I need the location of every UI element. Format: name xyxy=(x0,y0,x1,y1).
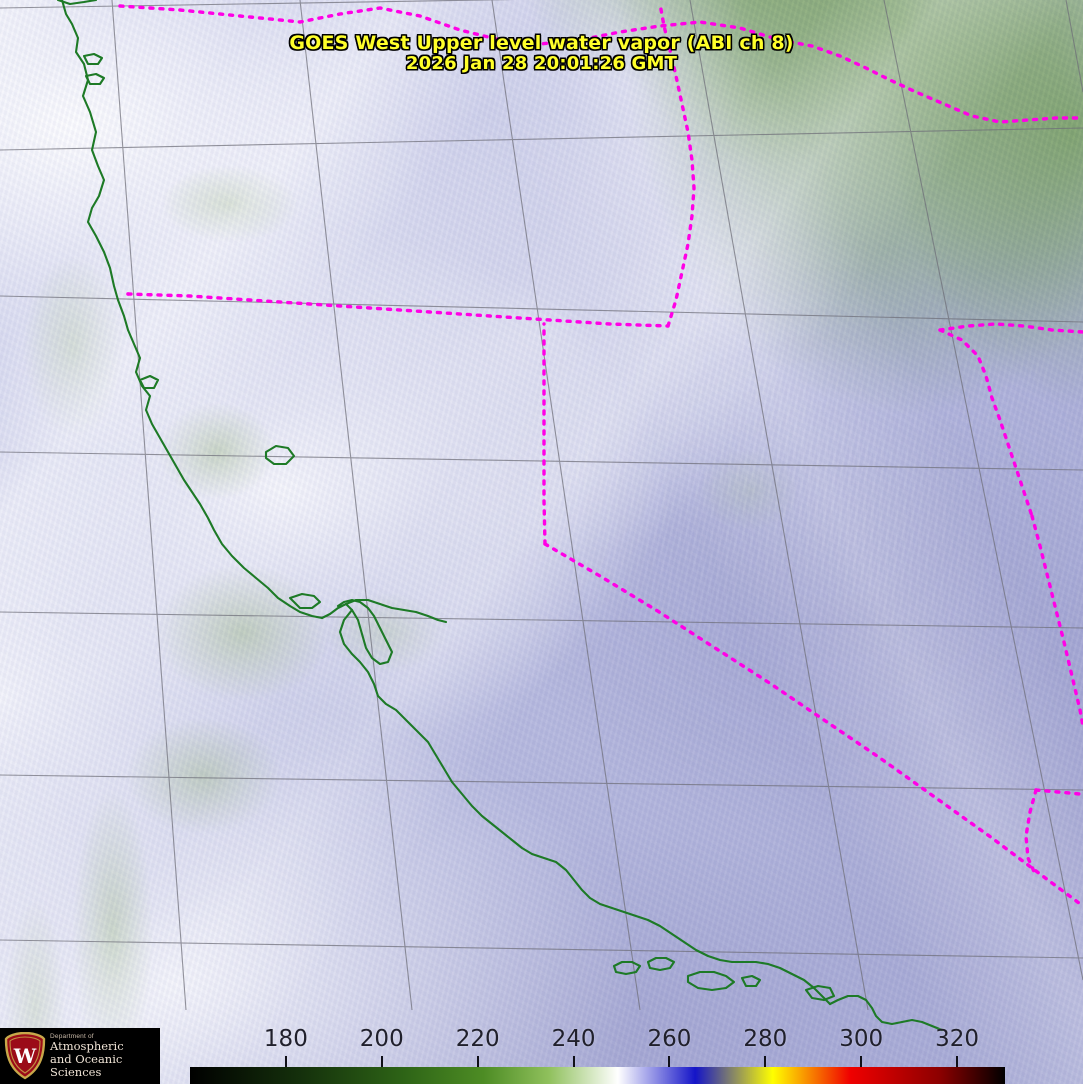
colorbar-tick-label: 260 xyxy=(647,1026,692,1052)
colorbar-gradient xyxy=(190,1067,1005,1084)
state-borders xyxy=(118,2,1083,908)
logo-dept-prefix: Department of xyxy=(50,1033,94,1041)
logo-line-2: and Oceanic Sciences xyxy=(50,1052,123,1080)
colorbar-tick-mark xyxy=(284,1056,287,1067)
coastline xyxy=(56,0,944,1032)
colorbar-tick-label: 320 xyxy=(935,1026,979,1052)
uw-aos-logo: W Department of Atmospheric and Oceanic … xyxy=(0,1028,160,1084)
colorbar-tick-label: 300 xyxy=(839,1026,884,1052)
colorbar-tick-mark xyxy=(476,1056,479,1067)
logo-line-1: Atmospheric xyxy=(50,1039,124,1054)
graticule-gridlines xyxy=(0,0,1083,1011)
logo-text: Department of Atmospheric and Oceanic Sc… xyxy=(50,1033,160,1079)
colorbar-tick-mark xyxy=(956,1056,959,1067)
colorbar-block: 180 200 220 240 260 280 300 320 xyxy=(0,1026,1083,1084)
colorbar-tick-mark xyxy=(668,1056,671,1067)
svg-text:W: W xyxy=(13,1044,37,1068)
colorbar-tick-mark xyxy=(380,1056,383,1067)
colorbar-tick-label: 200 xyxy=(359,1026,404,1052)
uw-crest-icon: W xyxy=(4,1032,46,1080)
colorbar-tick-mark xyxy=(860,1056,863,1067)
colorbar-tick-label: 240 xyxy=(551,1026,596,1052)
colorbar-tick-label: 280 xyxy=(743,1026,788,1052)
colorbar-tick-label: 220 xyxy=(455,1026,500,1052)
colorbar-tick-label: 180 xyxy=(263,1026,308,1052)
colorbar-tick-mark xyxy=(764,1056,767,1067)
colorbar-labels: 180 200 220 240 260 280 300 320 xyxy=(0,1026,1083,1056)
colorbar-tick-mark xyxy=(572,1056,575,1067)
